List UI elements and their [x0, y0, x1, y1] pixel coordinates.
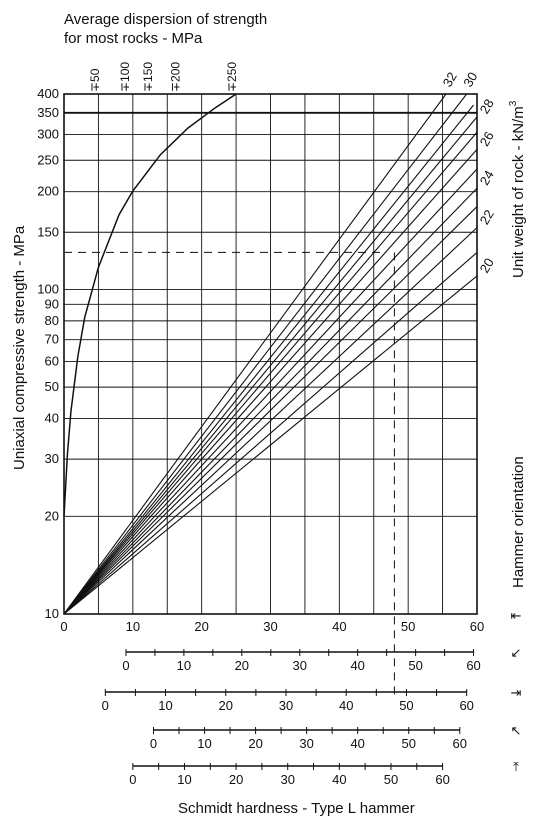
hammer-scale-label: 30	[299, 736, 313, 751]
unit-weight-label: 22	[477, 207, 497, 227]
top-title-line1: Average dispersion of strength	[64, 11, 267, 28]
y-tick-label: 400	[37, 86, 59, 101]
hammer-scale-label: 10	[158, 698, 172, 713]
hammer-scale-label: 60	[466, 658, 480, 673]
y-tick-label: 70	[45, 332, 59, 347]
x-axis-label: Schmidt hardness - Type L hammer	[178, 800, 415, 817]
unit-weight-label: 28	[477, 96, 497, 116]
unit-weight-line	[63, 149, 478, 615]
y-tick-label: 40	[45, 411, 59, 426]
x-tick-label: 40	[332, 619, 346, 634]
hammer-scale-label: 0	[129, 772, 136, 787]
y-tick-label: 200	[37, 184, 59, 199]
hammer-scale-label: 30	[279, 698, 293, 713]
dispersion-tick-label: ∓50	[88, 68, 102, 92]
y-tick-label: 300	[37, 127, 59, 142]
hammer-scale-label: 50	[384, 772, 398, 787]
y-tick-label: 30	[45, 451, 59, 466]
hammer-scale-label: 50	[399, 698, 413, 713]
dispersion-curve-layer: ∓50 ∓100 ∓150 ∓200 ∓250	[63, 62, 395, 700]
hammer-scale-label: 40	[339, 698, 353, 713]
hammer-scale-label: 20	[229, 772, 243, 787]
unit-weight-line	[63, 275, 478, 615]
hammer-scale-label: 50	[402, 736, 416, 751]
x-tick-label: 30	[263, 619, 277, 634]
hammer-orientation-icon: ↙	[511, 645, 522, 660]
dispersion-tick-label: ∓150	[141, 62, 155, 92]
hammer-scale-label: 40	[350, 736, 364, 751]
x-tick-label: 10	[126, 619, 140, 634]
hammer-orientation-label: Hammer orientation	[510, 456, 527, 588]
x-tick-label: 60	[470, 619, 484, 634]
y-tick-label: 250	[37, 152, 59, 167]
hammer-scale-label: 10	[177, 658, 191, 673]
x-tick-label: 50	[401, 619, 415, 634]
unit-weight-label: 32	[440, 69, 460, 89]
unit-weight-line	[63, 206, 478, 615]
hammer-orientation-icon: ↖	[511, 723, 522, 738]
unit-weight-label: 26	[477, 129, 497, 149]
unit-weight-line	[63, 187, 478, 615]
dispersion-curve	[63, 93, 237, 517]
x-tick-label: 20	[194, 619, 208, 634]
unit-weight-label: 20	[477, 255, 497, 275]
hammer-scale-label: 30	[293, 658, 307, 673]
hammer-scale-label: 10	[197, 736, 211, 751]
hammer-scales-layer: 0 10 20 30 40 50 60 ↙ 0 10 20 30 40 50 60 ⇥ 0 10 20 30 40 50 6…	[102, 608, 522, 787]
right-axis-label-sup: 3	[508, 100, 519, 106]
unit-weight-line	[63, 93, 468, 615]
y-tick-label: 150	[37, 224, 59, 239]
unit-weight-line	[63, 116, 478, 615]
dispersion-tick-label: ∓200	[168, 62, 182, 92]
y-tick-label: 10	[45, 606, 59, 621]
hammer-scale-label: 0	[122, 658, 129, 673]
y-tick-label: 90	[45, 296, 59, 311]
hammer-scale-label: 0	[102, 698, 109, 713]
unit-weight-label: 24	[477, 168, 497, 188]
hammer-orientation-icon: ⤒	[513, 759, 519, 774]
right-axis-label: Unit weight of rock - kN/m3	[508, 100, 527, 278]
right-axis-label-text: Unit weight of rock - kN/m	[510, 106, 527, 278]
unit-weight-label: 30	[460, 69, 480, 89]
hammer-orientation-icon: ⇤	[511, 608, 522, 623]
hammer-scale-label: 20	[219, 698, 233, 713]
hammer-scale-label: 0	[150, 736, 157, 751]
unit-weight-line	[63, 227, 478, 615]
y-tick-label: 60	[45, 353, 59, 368]
hammer-scale-label: 40	[332, 772, 346, 787]
hammer-scale-label: 20	[248, 736, 262, 751]
unit-weight-line	[63, 252, 478, 615]
dispersion-tick-label: ∓250	[225, 62, 239, 92]
hammer-orientation-icon: ⇥	[511, 685, 522, 700]
hammer-scale-label: 60	[435, 772, 449, 787]
hammer-scale-label: 60	[453, 736, 467, 751]
hammer-scale-label: 50	[408, 658, 422, 673]
top-title-line2: for most rocks - MPa	[64, 30, 203, 47]
y-tick-label: 20	[45, 508, 59, 523]
y-tick-label: 50	[45, 379, 59, 394]
y-axis-label: Uniaxial compressive strength - MPa	[11, 225, 28, 470]
hammer-scale-label: 10	[177, 772, 191, 787]
hammer-scale-label: 40	[350, 658, 364, 673]
unit-weight-line	[63, 131, 478, 615]
y-tick-label: 100	[37, 281, 59, 296]
hammer-scale-label: 30	[280, 772, 294, 787]
y-tick-label: 80	[45, 313, 59, 328]
x-tick-label: 0	[60, 619, 67, 634]
unit-weight-line	[63, 168, 478, 615]
hammer-scale-label: 20	[235, 658, 249, 673]
hammer-scale-label: 60	[459, 698, 473, 713]
unit-weight-line	[63, 93, 447, 615]
unit-weight-line	[63, 104, 474, 615]
grid-layer	[63, 93, 478, 615]
dispersion-tick-label: ∓100	[118, 62, 132, 92]
y-tick-label: 350	[37, 105, 59, 120]
